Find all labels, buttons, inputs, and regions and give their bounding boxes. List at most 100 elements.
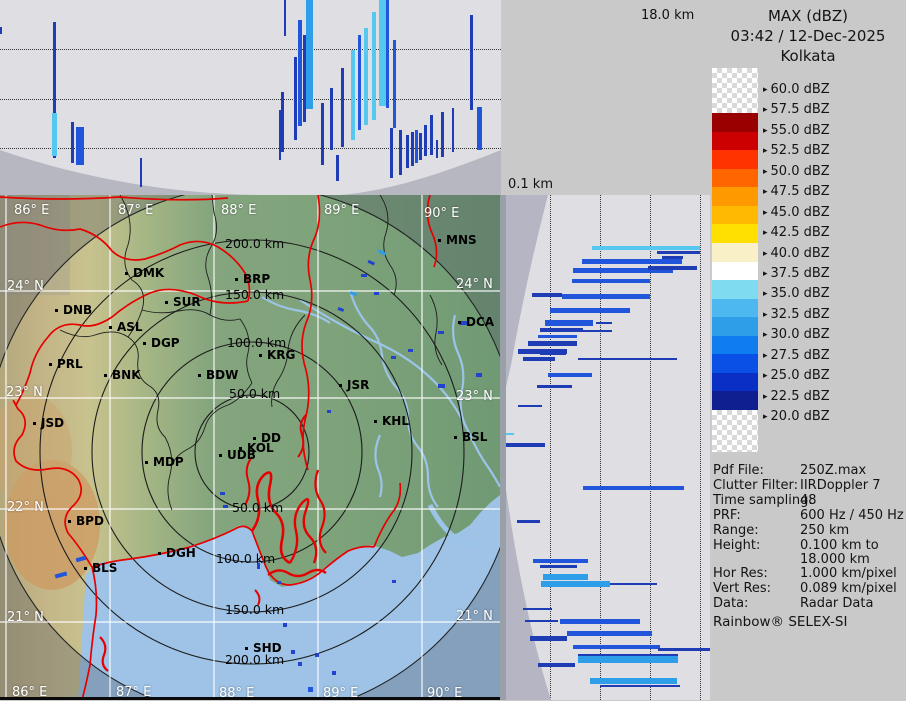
city-label-bsl: BSL	[462, 430, 488, 444]
city-label-dnb: DNB	[63, 303, 93, 317]
legend-tick-arrow: ▸	[763, 391, 768, 402]
legend-swatch	[712, 391, 758, 411]
map-echoes	[54, 249, 482, 692]
echo-bar	[436, 140, 438, 158]
city-dot	[143, 342, 146, 345]
city-dot	[109, 326, 112, 329]
info-label: Range:	[713, 523, 759, 538]
echo-bar	[477, 107, 482, 150]
city-label-jsr: JSR	[347, 378, 370, 392]
city-dot	[49, 363, 52, 366]
info-value: 18.000 km	[800, 552, 870, 567]
legend-label: ▸ 55.0 dBZ	[763, 123, 830, 138]
district-boundaries	[59, 195, 443, 511]
legend-label-text: 22.5 dBZ	[770, 388, 830, 404]
legend-label: ▸ 57.5 dBZ	[763, 102, 830, 117]
echo-bar	[430, 115, 433, 155]
echo-bar	[563, 330, 612, 332]
legend-label-text: 27.5 dBZ	[770, 347, 830, 363]
legend-tick-arrow: ▸	[763, 187, 768, 198]
legend-label: ▸ 25.0 dBZ	[763, 368, 830, 383]
city-dot	[253, 437, 256, 440]
legend-tick-arrow: ▸	[763, 228, 768, 239]
info-label: Hor Res:	[713, 566, 768, 581]
echo-bar	[662, 256, 683, 259]
sea	[78, 495, 500, 700]
echo-bar	[341, 68, 344, 147]
legend-label-text: 37.5 dBZ	[770, 266, 830, 281]
echo-bar	[506, 433, 514, 435]
latitude-label: 23° N	[456, 389, 493, 404]
legend-label: ▸ 40.0 dBZ	[763, 246, 830, 261]
legend-swatch	[712, 317, 758, 337]
info-value: 0.100 km to	[800, 538, 879, 553]
city-label-asl: ASL	[117, 320, 143, 334]
echo-bar	[298, 20, 302, 126]
echo-bar	[330, 88, 333, 150]
legend-tick-arrow: ▸	[763, 309, 768, 320]
echo-bar	[415, 130, 418, 163]
echo-bar	[140, 158, 142, 187]
echo-bar	[399, 130, 402, 175]
city-dot	[454, 436, 457, 439]
echo-bar	[540, 352, 566, 355]
info-label: Height:	[713, 538, 761, 553]
echo-bar	[390, 128, 393, 178]
rivers	[261, 289, 500, 547]
echo-bar	[528, 341, 577, 346]
legend-label-text: 32.5 dBZ	[770, 306, 830, 322]
legend-swatch	[712, 113, 758, 133]
echo-bar	[550, 308, 630, 313]
legend-label-text: 30.0 dBZ	[770, 327, 830, 343]
latitude-label: 21° N	[456, 609, 493, 624]
longitude-label: 86° E	[12, 685, 48, 700]
echo-bar	[517, 520, 540, 523]
echo-bar	[525, 620, 558, 622]
echo-bar	[540, 328, 583, 332]
city-label-mns: MNS	[446, 233, 477, 247]
echo-bar	[657, 251, 700, 254]
legend-swatch	[712, 354, 758, 374]
city-label-brp: BRP	[243, 272, 271, 286]
height-axis-min-label: 0.1 km	[508, 177, 553, 192]
legend-label-text: 42.5 dBZ	[770, 225, 830, 241]
echo-bar	[658, 648, 710, 651]
echo-bar	[540, 565, 577, 568]
echo-bar	[386, 0, 389, 108]
city-label-bpd: BPD	[76, 514, 104, 528]
legend-label-text: 55.0 dBZ	[770, 122, 830, 138]
info-value: 250 km	[800, 523, 850, 538]
legend-label: ▸ 32.5 dBZ	[763, 307, 830, 322]
longitude-label: 87° E	[118, 203, 154, 218]
echo-bar	[523, 357, 555, 361]
city-label-krg: KRG	[267, 348, 296, 362]
legend-swatch	[712, 242, 758, 262]
city-label-dgp: DGP	[151, 336, 180, 350]
city-dot	[235, 278, 238, 281]
legend-label: ▸ 47.5 dBZ	[763, 184, 830, 199]
range-ring-label: 100.0 km	[216, 551, 276, 566]
city-dot	[84, 567, 87, 570]
legend-tick-arrow: ▸	[763, 105, 768, 116]
legend-swatch	[712, 150, 758, 170]
right-height-cross-section-panel	[506, 195, 710, 700]
echo-bar	[541, 581, 610, 587]
right-panel-gridline	[650, 195, 651, 700]
echo-bar	[578, 654, 678, 656]
legend-label: ▸ 52.5 dBZ	[763, 143, 830, 158]
echo-bar	[306, 0, 313, 109]
legend-label: ▸ 22.5 dBZ	[763, 389, 830, 404]
city-dot	[198, 374, 201, 377]
range-ring-label: 100.0 km	[227, 335, 287, 350]
legend-tick-arrow: ▸	[763, 412, 768, 422]
legend-swatch	[712, 280, 758, 300]
range-ring-label: 50.0 km	[229, 386, 281, 401]
legend-transparent-below	[712, 410, 758, 452]
legend-label-text: 47.5 dBZ	[770, 184, 830, 200]
info-label: Data:	[713, 596, 749, 611]
legend-swatch	[712, 372, 758, 392]
out-of-range-overlay	[0, 195, 500, 700]
echo-bar	[76, 127, 84, 165]
echo-bar	[358, 35, 361, 130]
echo-bar	[452, 108, 454, 152]
